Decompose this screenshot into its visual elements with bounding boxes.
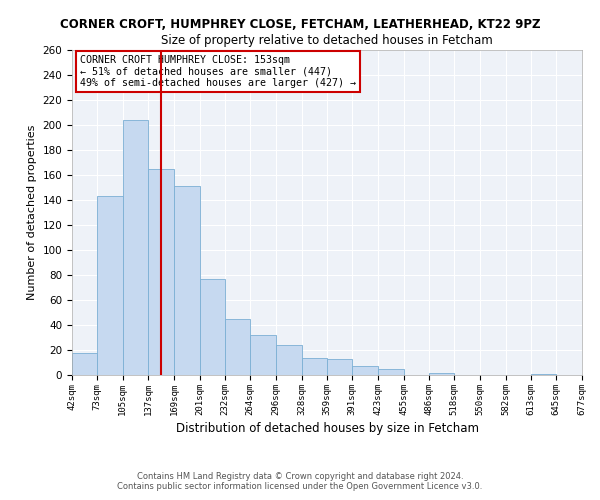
Bar xyxy=(428,372,454,375)
Bar xyxy=(302,358,326,375)
Bar xyxy=(352,366,378,375)
Bar xyxy=(97,196,122,375)
Bar xyxy=(326,359,352,375)
Text: Contains HM Land Registry data © Crown copyright and database right 2024.
Contai: Contains HM Land Registry data © Crown c… xyxy=(118,472,482,491)
Bar xyxy=(122,120,148,375)
Y-axis label: Number of detached properties: Number of detached properties xyxy=(27,125,37,300)
Bar xyxy=(200,279,224,375)
Text: CORNER CROFT HUMPHREY CLOSE: 153sqm
← 51% of detached houses are smaller (447)
4: CORNER CROFT HUMPHREY CLOSE: 153sqm ← 51… xyxy=(80,55,356,88)
Bar xyxy=(582,374,600,375)
Bar xyxy=(250,335,276,375)
Bar xyxy=(530,374,556,375)
Title: Size of property relative to detached houses in Fetcham: Size of property relative to detached ho… xyxy=(161,34,493,48)
Bar xyxy=(148,169,174,375)
Bar xyxy=(224,319,250,375)
X-axis label: Distribution of detached houses by size in Fetcham: Distribution of detached houses by size … xyxy=(176,422,479,435)
Bar xyxy=(276,345,302,375)
Bar xyxy=(174,186,200,375)
Bar xyxy=(378,369,404,375)
Bar xyxy=(72,352,97,375)
Text: CORNER CROFT, HUMPHREY CLOSE, FETCHAM, LEATHERHEAD, KT22 9PZ: CORNER CROFT, HUMPHREY CLOSE, FETCHAM, L… xyxy=(60,18,540,30)
